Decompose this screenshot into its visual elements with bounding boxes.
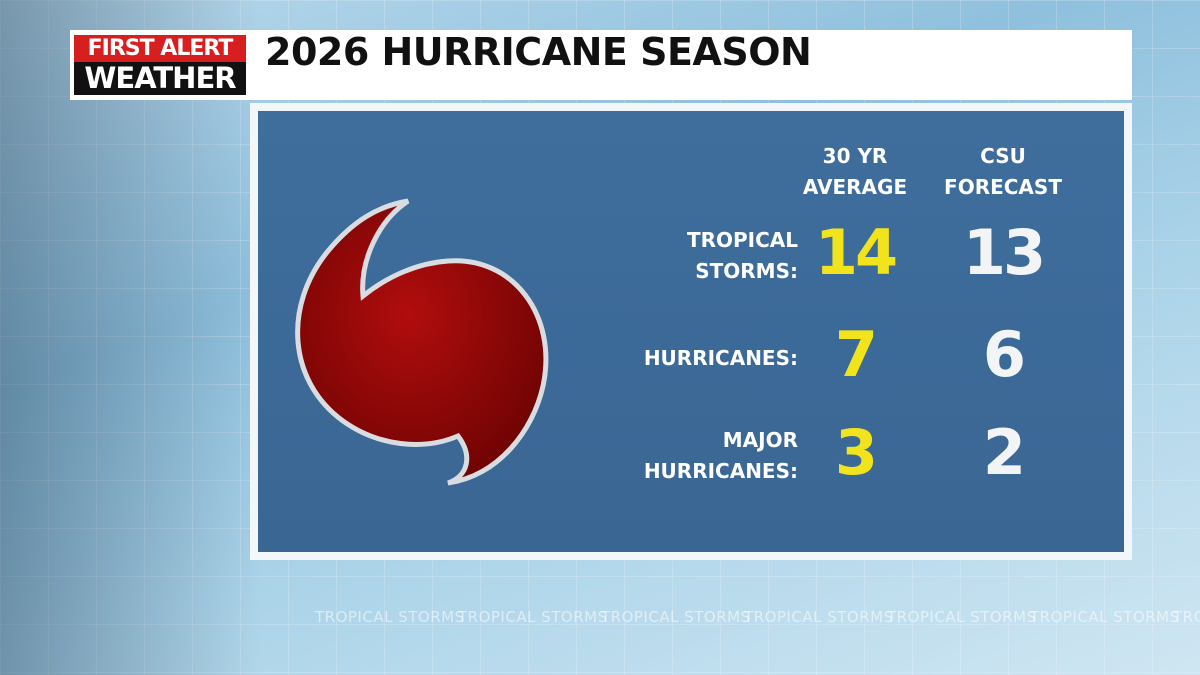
hurricane-symbol [295, 198, 549, 486]
ticker-text: TROPICAL STORMS [744, 608, 894, 626]
ticker-text: TROPICAL STORMS [1173, 608, 1200, 626]
row-label-line: MAJOR [722, 428, 798, 452]
hurricane-icon [295, 198, 549, 486]
row-label: HURRICANES: [644, 343, 798, 374]
row-label-line: STORMS: [695, 259, 798, 283]
ticker-text: TROPICAL STORMS [601, 608, 751, 626]
ticker-text: TROPICAL STORMS [887, 608, 1037, 626]
row-label-line: HURRICANES: [643, 345, 798, 370]
ticker-text: TROPICAL STORMS [1030, 608, 1180, 626]
forecast-value: 6 [982, 318, 1026, 391]
row-label-line: TROPICAL [686, 228, 798, 252]
logo-line: WEATHER [84, 61, 236, 95]
column-header-line: AVERAGE [802, 175, 908, 199]
logo: FIRST ALERT WEATHER [74, 35, 246, 95]
forecast-value: 2 [982, 416, 1026, 489]
background-shade [0, 0, 260, 675]
column-header-line: 30 YR [822, 144, 888, 168]
forecast-value: 13 [962, 216, 1046, 289]
row-label-line: HURRICANES: [643, 459, 798, 483]
header-bar: FIRST ALERT WEATHER 2026 HURRICANE SEASO… [70, 30, 1132, 100]
average-value: 14 [814, 216, 898, 289]
column-header: 30 YR AVERAGE [775, 141, 935, 203]
row-label: MAJOR HURRICANES: [644, 425, 798, 487]
column-header-line: FORECAST [944, 175, 1062, 199]
ticker-text: TROPICAL STORMS [315, 608, 465, 626]
logo-line: FIRST ALERT [74, 35, 246, 62]
average-value: 7 [834, 318, 878, 391]
row-label: TROPICAL STORMS: [687, 225, 798, 287]
column-header-line: CSU [980, 144, 1026, 168]
column-header: CSU FORECAST [923, 141, 1083, 203]
average-value: 3 [834, 416, 878, 489]
panel: 30 YR AVERAGE CSU FORECAST TROPICAL STORMS: 14… [250, 103, 1132, 560]
title: 2026 HURRICANE SEASON [265, 30, 812, 74]
ticker-text: TROPICAL STORMS [458, 608, 608, 626]
